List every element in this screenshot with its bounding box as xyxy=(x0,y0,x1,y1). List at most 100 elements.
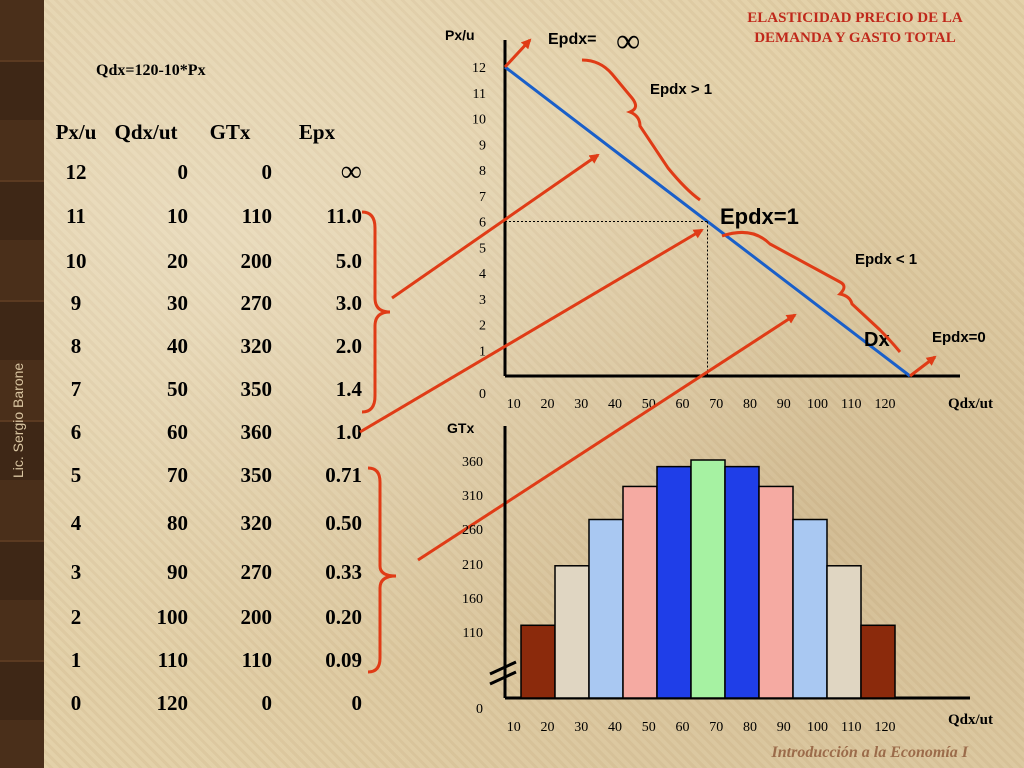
cell-price: 0 xyxy=(70,690,82,715)
bar-80 xyxy=(758,485,794,699)
demand-y-tick: 6 xyxy=(479,216,486,231)
bar-40 xyxy=(622,485,658,699)
elasticity-table: Px/u Qdx/ut GTx Epx 12 0 0 ∞ 11 10 110 11.0 10 20… xyxy=(48,113,362,724)
cell-elasticity: 2.0 xyxy=(335,333,362,358)
title-line-1: ELASTICIDAD PRECIO DE LA xyxy=(747,10,963,26)
cell-elasticity: 0.20 xyxy=(325,604,362,629)
bar-y-tick: 310 xyxy=(462,489,483,504)
cell-price: 9 xyxy=(70,290,82,315)
bar-60 xyxy=(690,459,726,699)
demand-y-tick: 2 xyxy=(479,319,486,334)
arrow-inelastic xyxy=(417,313,797,562)
demand-x-tick: 100 xyxy=(807,397,828,412)
bar-x-axis-label: Qdx/ut xyxy=(948,712,993,728)
arrow-zero xyxy=(909,355,937,378)
table-row: 7 50 350 1.4 xyxy=(48,368,362,411)
bar-x-tick: 30 xyxy=(574,720,588,735)
cell-elasticity: 1.0 xyxy=(335,420,362,444)
demand-x-tick: 40 xyxy=(608,397,622,412)
demand-x-tick: 120 xyxy=(875,397,896,412)
cell-price: 4 xyxy=(70,510,82,535)
table-row: 10 20 200 5.0 xyxy=(48,240,363,282)
cell-price: 3 xyxy=(70,560,82,584)
bar-y-tick: 260 xyxy=(462,523,483,538)
arrow-elastic xyxy=(391,153,600,300)
table-row: 6 60 360 1.0 xyxy=(48,411,362,454)
brace-inelastic-rows xyxy=(367,466,397,674)
cell-price: 11 xyxy=(66,204,86,228)
demand-y-tick: 9 xyxy=(479,138,486,153)
cell-price: 10 xyxy=(65,248,87,273)
cell-elasticity: 1.4 xyxy=(335,377,362,401)
bar-x-tick: 70 xyxy=(709,720,723,735)
table-row: 2 100 200 0.20 xyxy=(48,596,362,638)
bar-x-tick: 60 xyxy=(676,720,690,735)
demand-y-axis-label: Px/u xyxy=(445,27,475,43)
table-row: 11 10 110 11.0 xyxy=(48,193,362,240)
cell-quantity: 110 xyxy=(157,647,188,672)
table-header: Px/u Qdx/ut GTx Epx xyxy=(48,113,362,151)
bar-x-tick: 90 xyxy=(777,720,791,735)
bar-x-tick: 20 xyxy=(541,720,555,735)
cell-total-spending: 350 xyxy=(240,377,273,401)
cell-elasticity: 0.09 xyxy=(325,647,362,672)
demand-y-tick: 7 xyxy=(479,190,486,205)
bar-y-tick: 110 xyxy=(463,626,483,641)
table-row: 12 0 0 ∞ xyxy=(48,151,363,193)
bar-20 xyxy=(554,565,590,699)
demand-y-tick: 8 xyxy=(479,164,486,179)
label-epdx-zero: Epdx=0 xyxy=(932,329,986,346)
demand-y-tick: 4 xyxy=(479,267,486,282)
label-unit-elastic: Epdx=1 xyxy=(720,204,799,229)
table-row: 8 40 320 2.0 xyxy=(48,324,362,368)
bar-y-tick: 360 xyxy=(462,455,483,470)
cell-quantity: 120 xyxy=(156,690,189,715)
bar-y-tick: 210 xyxy=(462,558,483,573)
slide-title: ELASTICIDAD PRECIO DE LA DEMANDA Y GASTO… xyxy=(690,8,1020,48)
arrow-infinity xyxy=(503,38,532,69)
cell-total-spending: 320 xyxy=(240,333,273,358)
cell-total-spending: 350 xyxy=(240,463,273,487)
demand-y-tick: 3 xyxy=(479,293,486,308)
cell-total-spending: 320 xyxy=(240,510,273,535)
cell-price: 2 xyxy=(70,604,82,629)
title-line-2: DEMANDA Y GASTO TOTAL xyxy=(754,30,956,46)
cell-total-spending: 200 xyxy=(240,248,273,273)
bar-y-tick: 0 xyxy=(476,702,483,717)
bar-100 xyxy=(826,565,862,699)
demand-x-tick: 10 xyxy=(507,397,521,412)
bar-y-axis-label: GTx xyxy=(447,420,474,436)
cell-quantity: 20 xyxy=(167,248,188,273)
cell-price: 6 xyxy=(70,420,82,444)
cell-quantity: 40 xyxy=(167,333,188,358)
cell-total-spending: 110 xyxy=(241,647,272,672)
cell-elasticity: 11.0 xyxy=(326,204,362,228)
demand-x-tick: 20 xyxy=(541,397,555,412)
cell-quantity: 80 xyxy=(167,510,188,535)
cell-total-spending: 200 xyxy=(240,604,273,629)
label-elastic: Epdx > 1 xyxy=(650,81,712,98)
table-row: 0 120 0 0 xyxy=(48,682,362,724)
cell-total-spending: 110 xyxy=(241,204,272,228)
cell-quantity: 0 xyxy=(177,159,189,184)
cell-quantity: 30 xyxy=(167,290,188,315)
demand-x-tick: 80 xyxy=(743,397,757,412)
table-body: 12 0 0 ∞ 11 10 110 11.0 10 20 200 5.0 9 30 270 3.0 8 40 32… xyxy=(48,151,363,724)
bar-x-tick: 120 xyxy=(875,720,896,735)
cell-total-spending: 270 xyxy=(240,290,273,315)
cell-elasticity: 5.0 xyxy=(335,248,362,273)
cell-quantity: 100 xyxy=(156,604,189,629)
bar-110 xyxy=(860,624,896,699)
table-row: 5 70 350 0.71 xyxy=(48,454,362,497)
table-row: 3 90 270 0.33 xyxy=(48,549,362,596)
cell-elasticity: 0.33 xyxy=(325,560,362,584)
cell-price: 12 xyxy=(65,159,87,184)
bar-50 xyxy=(656,465,692,699)
cell-total-spending: 0 xyxy=(261,159,273,184)
demand-equation: Qdx=120-10*Px xyxy=(96,62,206,79)
table-row: 1 110 110 0.09 xyxy=(48,638,362,682)
bar-x-tick: 40 xyxy=(608,720,622,735)
cell-price: 8 xyxy=(70,333,82,358)
bar-x-tick: 80 xyxy=(743,720,757,735)
cell-quantity: 50 xyxy=(167,377,188,401)
